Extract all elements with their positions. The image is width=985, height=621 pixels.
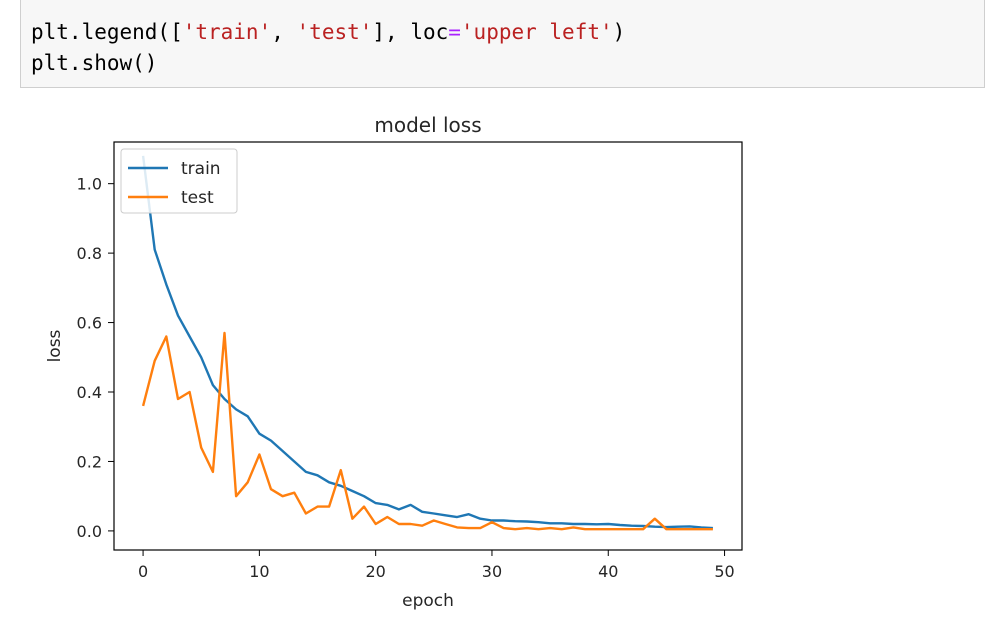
code-text[interactable]: plt.legend(['train', 'test'], loc='upper… <box>31 0 625 79</box>
x-tick-label: 40 <box>598 562 618 581</box>
chart-title: model loss <box>374 113 481 137</box>
code-token: 'test' <box>296 20 373 44</box>
legend-label-train: train <box>181 159 221 179</box>
plot-frame <box>113 141 743 551</box>
code-token: 'upper left' <box>460 20 613 44</box>
x-tick-label: 10 <box>249 562 269 581</box>
series-line-train <box>141 155 713 530</box>
x-tick-label: 0 <box>138 562 148 581</box>
y-tick-label: 0.4 <box>77 383 102 402</box>
code-line: plt.show() <box>31 48 625 79</box>
y-tick-label: 0.6 <box>77 314 102 333</box>
code-token: 'train' <box>182 20 272 44</box>
x-tick-label: 30 <box>482 562 502 581</box>
series-line-test <box>141 331 713 531</box>
x-tick-label: 50 <box>714 562 734 581</box>
y-tick-label: 0.0 <box>77 522 102 541</box>
code-token: ) <box>612 20 626 44</box>
y-tick-label: 0.2 <box>77 452 102 471</box>
legend-label-test: test <box>181 188 214 208</box>
x-axis-label: epoch <box>402 591 454 611</box>
code-token: ], loc <box>372 20 449 44</box>
x-tick-label: 20 <box>365 562 385 581</box>
code-cell[interactable]: plt.legend(['train', 'test'], loc='upper… <box>20 0 985 88</box>
code-token: plt.legend([ <box>31 20 183 44</box>
code-token: = <box>448 20 461 44</box>
y-tick-label: 1.0 <box>77 175 102 194</box>
code-token: , <box>271 20 297 44</box>
y-tick-label: 0.8 <box>77 244 102 263</box>
code-token: plt.show() <box>31 51 158 75</box>
code-line: plt.legend(['train', 'test'], loc='upper… <box>31 17 625 48</box>
y-axis-label: loss <box>45 329 65 362</box>
